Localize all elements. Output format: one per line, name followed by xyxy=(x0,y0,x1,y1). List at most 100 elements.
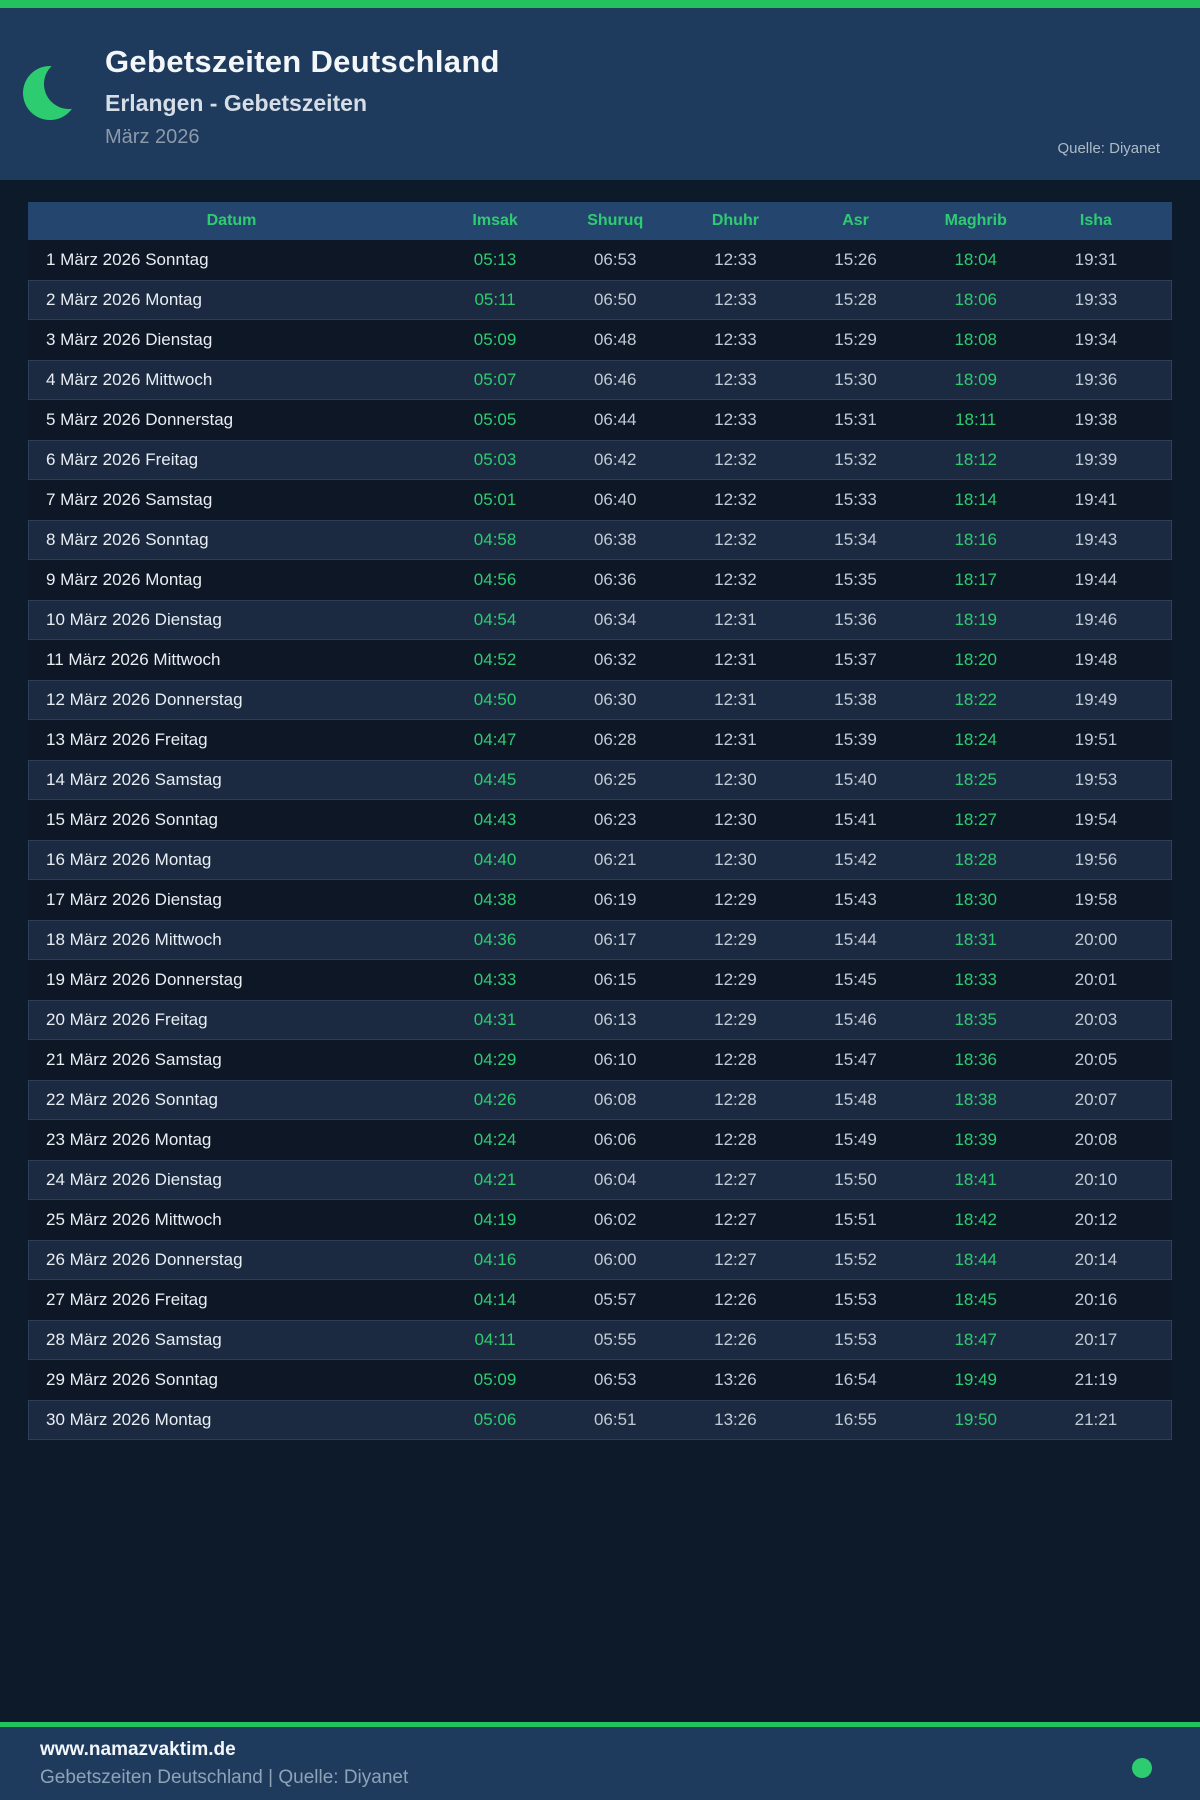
time-cell-maghrib: 18:38 xyxy=(954,1090,998,1109)
time-cell-imsak: 05:09 xyxy=(473,330,517,349)
time-cell-asr: 15:26 xyxy=(834,250,877,269)
time-cell-dhuhr: 12:32 xyxy=(714,490,757,509)
time-cell-dhuhr: 12:26 xyxy=(714,1330,757,1349)
time-cell-shuruq: 06:53 xyxy=(593,250,637,269)
time-cell-asr: 15:53 xyxy=(834,1290,877,1309)
page-title: Gebetszeiten Deutschland xyxy=(105,44,500,79)
date-cell: 20 März 2026 Freitag xyxy=(46,1010,208,1029)
table-row: 17 März 2026 Dienstag 04:38 06:19 12:29 15:4… xyxy=(28,880,1172,920)
time-cell-asr: 15:43 xyxy=(834,890,877,909)
date-cell: 9 März 2026 Montag xyxy=(46,570,202,589)
time-cell-dhuhr: 12:29 xyxy=(714,1010,757,1029)
time-cell-dhuhr: 12:30 xyxy=(714,850,757,869)
time-cell-maghrib: 18:28 xyxy=(954,850,998,869)
time-cell-imsak: 04:40 xyxy=(473,850,517,869)
time-cell-asr: 15:50 xyxy=(834,1170,877,1189)
time-cell-isha: 20:00 xyxy=(1074,930,1118,949)
time-cell-asr: 15:47 xyxy=(834,1050,877,1069)
time-cell-asr: 15:33 xyxy=(834,490,877,509)
time-cell-maghrib: 18:09 xyxy=(954,370,998,389)
time-cell-imsak: 04:52 xyxy=(473,650,517,669)
time-cell-imsak: 04:43 xyxy=(473,810,517,829)
date-cell: 6 März 2026 Freitag xyxy=(46,450,199,469)
time-cell-isha: 19:51 xyxy=(1074,730,1118,749)
time-cell-isha: 19:31 xyxy=(1074,250,1118,269)
time-cell-shuruq: 06:44 xyxy=(593,410,637,429)
time-cell-dhuhr: 12:31 xyxy=(714,690,757,709)
time-cell-imsak: 05:06 xyxy=(473,1410,517,1429)
time-cell-shuruq: 06:32 xyxy=(593,650,637,669)
time-cell-shuruq: 06:15 xyxy=(593,970,637,989)
time-cell-shuruq: 06:42 xyxy=(593,450,637,469)
time-cell-shuruq: 06:02 xyxy=(593,1210,637,1229)
time-cell-isha: 20:05 xyxy=(1074,1050,1118,1069)
time-cell-imsak: 04:29 xyxy=(473,1050,517,1069)
time-cell-shuruq: 06:23 xyxy=(593,810,637,829)
column-header-datum: Datum xyxy=(206,212,257,229)
column-header-asr: Asr xyxy=(842,212,869,229)
time-cell-isha: 20:07 xyxy=(1074,1090,1118,1109)
time-cell-isha: 20:14 xyxy=(1074,1250,1118,1269)
time-cell-shuruq: 06:21 xyxy=(593,850,637,869)
column-header-dhuhr: Dhuhr xyxy=(711,212,759,229)
time-cell-imsak: 05:11 xyxy=(474,290,516,309)
time-cell-dhuhr: 12:33 xyxy=(714,330,757,349)
time-cell-isha: 20:01 xyxy=(1074,970,1118,989)
time-cell-maghrib: 18:16 xyxy=(954,530,998,549)
time-cell-shuruq: 06:28 xyxy=(593,730,637,749)
time-cell-dhuhr: 12:31 xyxy=(714,650,757,669)
time-cell-asr: 16:54 xyxy=(834,1370,877,1389)
time-cell-isha: 20:03 xyxy=(1074,1010,1118,1029)
time-cell-isha: 19:41 xyxy=(1074,490,1118,509)
time-cell-dhuhr: 13:26 xyxy=(714,1410,757,1429)
time-cell-maghrib: 18:35 xyxy=(954,1010,998,1029)
time-cell-isha: 19:46 xyxy=(1074,610,1118,629)
time-cell-dhuhr: 12:30 xyxy=(714,810,757,829)
time-cell-imsak: 04:26 xyxy=(473,1090,517,1109)
time-cell-imsak: 04:50 xyxy=(473,690,517,709)
time-cell-isha: 19:34 xyxy=(1074,330,1118,349)
time-cell-maghrib: 18:19 xyxy=(954,610,998,629)
time-cell-asr: 15:48 xyxy=(834,1090,877,1109)
time-cell-dhuhr: 12:27 xyxy=(714,1250,757,1269)
time-cell-isha: 19:54 xyxy=(1074,810,1118,829)
time-cell-isha: 20:16 xyxy=(1074,1290,1118,1309)
time-cell-isha: 20:08 xyxy=(1074,1130,1118,1149)
time-cell-shuruq: 06:40 xyxy=(593,490,637,509)
time-cell-shuruq: 06:10 xyxy=(593,1050,637,1069)
time-cell-shuruq: 06:48 xyxy=(593,330,637,349)
date-cell: 1 März 2026 Sonntag xyxy=(46,250,209,269)
time-cell-dhuhr: 12:29 xyxy=(714,970,757,989)
time-cell-maghrib: 18:20 xyxy=(954,650,998,669)
time-cell-shuruq: 06:50 xyxy=(593,290,637,309)
time-cell-asr: 15:38 xyxy=(834,690,877,709)
time-cell-shuruq: 06:25 xyxy=(593,770,637,789)
date-cell: 18 März 2026 Mittwoch xyxy=(46,930,222,949)
date-cell: 22 März 2026 Sonntag xyxy=(46,1090,219,1109)
time-cell-maghrib: 18:42 xyxy=(954,1210,998,1229)
time-cell-shuruq: 06:53 xyxy=(593,1370,637,1389)
time-cell-isha: 19:43 xyxy=(1074,530,1118,549)
time-cell-imsak: 04:31 xyxy=(473,1010,517,1029)
time-cell-maghrib: 19:49 xyxy=(954,1370,998,1389)
time-cell-maghrib: 18:12 xyxy=(954,450,998,469)
column-header-maghrib: Maghrib xyxy=(944,212,1007,229)
time-cell-dhuhr: 12:28 xyxy=(714,1130,757,1149)
column-header-imsak: Imsak xyxy=(472,212,518,229)
time-cell-dhuhr: 12:33 xyxy=(714,250,757,269)
date-cell: 10 März 2026 Dienstag xyxy=(46,610,222,629)
time-cell-maghrib: 18:24 xyxy=(954,730,998,749)
table-row: 2 März 2026 Montag 05:11 06:50 12:33 15:28 18… xyxy=(28,280,1172,320)
time-cell-asr: 15:42 xyxy=(834,850,877,869)
time-cell-imsak: 05:01 xyxy=(473,490,517,509)
date-cell: 16 März 2026 Montag xyxy=(46,850,212,869)
time-cell-imsak: 04:36 xyxy=(473,930,517,949)
date-cell: 28 März 2026 Samstag xyxy=(46,1330,222,1349)
time-cell-maghrib: 18:47 xyxy=(954,1330,998,1349)
time-cell-dhuhr: 12:27 xyxy=(714,1210,757,1229)
time-cell-imsak: 04:58 xyxy=(473,530,517,549)
date-cell: 19 März 2026 Donnerstag xyxy=(46,970,243,989)
time-cell-dhuhr: 12:28 xyxy=(714,1050,757,1069)
time-cell-isha: 19:58 xyxy=(1074,890,1118,909)
date-cell: 11 März 2026 Mittwoch xyxy=(46,650,221,669)
